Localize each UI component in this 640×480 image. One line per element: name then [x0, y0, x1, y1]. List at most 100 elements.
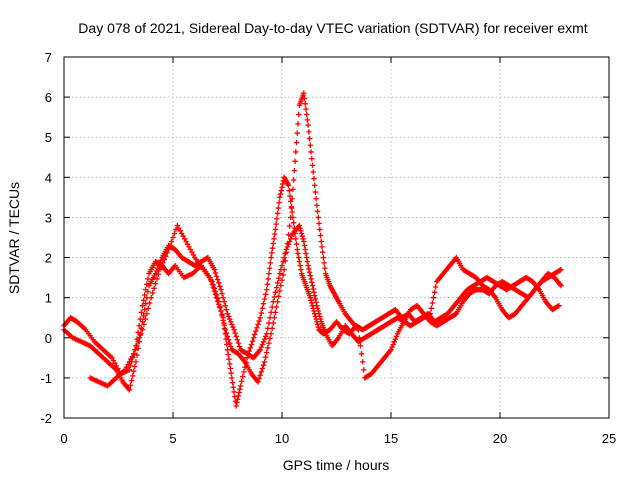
- data-point: [290, 220, 297, 226]
- data-point: [357, 343, 364, 349]
- data-point: [235, 393, 242, 399]
- chart-title: Day 078 of 2021, Sidereal Day-to-day VTE…: [78, 20, 587, 36]
- data-point: [158, 263, 165, 269]
- data-point: [277, 270, 283, 277]
- data-point: [127, 382, 134, 388]
- data-point: [289, 196, 295, 202]
- data-point: [259, 341, 266, 348]
- data-point: [222, 302, 229, 309]
- data-point: [157, 266, 163, 273]
- data-point: [229, 321, 235, 328]
- data-point: [209, 278, 215, 285]
- data-point: [293, 139, 300, 146]
- series-track-c: [87, 90, 564, 389]
- data-point: [213, 292, 220, 298]
- data-point: [234, 337, 241, 343]
- data-point: [317, 226, 323, 233]
- data-point: [276, 293, 282, 300]
- data-point: [224, 333, 231, 340]
- data-point: [170, 234, 176, 241]
- data-point: [231, 327, 237, 333]
- data-point: [298, 266, 304, 273]
- data-point: [277, 288, 283, 294]
- data-point: [163, 253, 169, 259]
- data-point: [294, 246, 300, 253]
- data-point: [298, 228, 304, 234]
- data-point: [315, 214, 322, 221]
- data-point: [257, 315, 263, 321]
- data-point: [138, 309, 145, 316]
- data-point: [220, 294, 226, 301]
- data-point: [167, 242, 173, 249]
- data-point: [312, 292, 318, 299]
- data-point: [318, 238, 324, 245]
- data-point: [317, 313, 323, 320]
- data-point: [274, 280, 281, 286]
- data-point: [315, 308, 322, 314]
- data-point: [300, 236, 306, 242]
- data-point: [355, 327, 361, 333]
- data-point: [139, 302, 146, 309]
- data-point: [265, 345, 271, 351]
- data-point: [285, 241, 292, 247]
- data-point: [267, 335, 273, 342]
- data-point: [304, 254, 310, 261]
- data-point: [304, 111, 310, 118]
- y-tick-label: -1: [40, 371, 52, 386]
- data-point: [270, 320, 276, 326]
- x-tick-labels: 0 5 10 15 20 25: [60, 431, 616, 446]
- data-point: [558, 282, 564, 289]
- data-point: [309, 300, 315, 306]
- data-point: [309, 162, 316, 168]
- data-point: [230, 384, 237, 390]
- data-point: [268, 331, 274, 337]
- x-tick-label: 10: [275, 431, 289, 446]
- data-point: [232, 393, 238, 400]
- data-point: [306, 269, 313, 275]
- data-point: [290, 186, 296, 193]
- data-point: [133, 343, 140, 349]
- data-point: [307, 142, 314, 148]
- data-point: [156, 262, 162, 269]
- data-point: [556, 302, 562, 309]
- data-point: [271, 315, 278, 321]
- data-point: [256, 318, 262, 324]
- y-tick-label: -2: [40, 411, 52, 426]
- data-point: [319, 249, 326, 255]
- data-point: [272, 309, 279, 316]
- data-point: [393, 333, 400, 340]
- data-point: [217, 283, 223, 290]
- data-point: [321, 260, 327, 266]
- data-point: [307, 272, 314, 279]
- data-point: [390, 341, 396, 348]
- data-point: [429, 300, 436, 306]
- data-point: [226, 316, 233, 322]
- data-point: [237, 383, 244, 389]
- data-point: [218, 286, 224, 293]
- data-point: [270, 240, 276, 247]
- data-point: [266, 265, 273, 271]
- data-point: [238, 378, 245, 384]
- data-point: [308, 297, 314, 304]
- data-point: [145, 276, 151, 282]
- data-point: [234, 396, 241, 402]
- data-point: [131, 351, 137, 357]
- data-point: [286, 188, 292, 194]
- data-point: [289, 233, 295, 239]
- data-point: [223, 330, 230, 336]
- data-point: [232, 330, 238, 336]
- data-point: [314, 302, 320, 309]
- data-point: [310, 169, 316, 175]
- data-point: [224, 311, 231, 317]
- data-point: [309, 155, 315, 162]
- data-point: [280, 181, 286, 187]
- data-point: [391, 339, 397, 345]
- data-point: [129, 373, 136, 379]
- data-point: [292, 158, 298, 164]
- data-point: [291, 167, 298, 174]
- data-point: [145, 305, 151, 312]
- data-point: [228, 370, 234, 376]
- y-tick-label: 2: [45, 251, 52, 266]
- data-point: [257, 347, 263, 353]
- data-point: [313, 299, 319, 306]
